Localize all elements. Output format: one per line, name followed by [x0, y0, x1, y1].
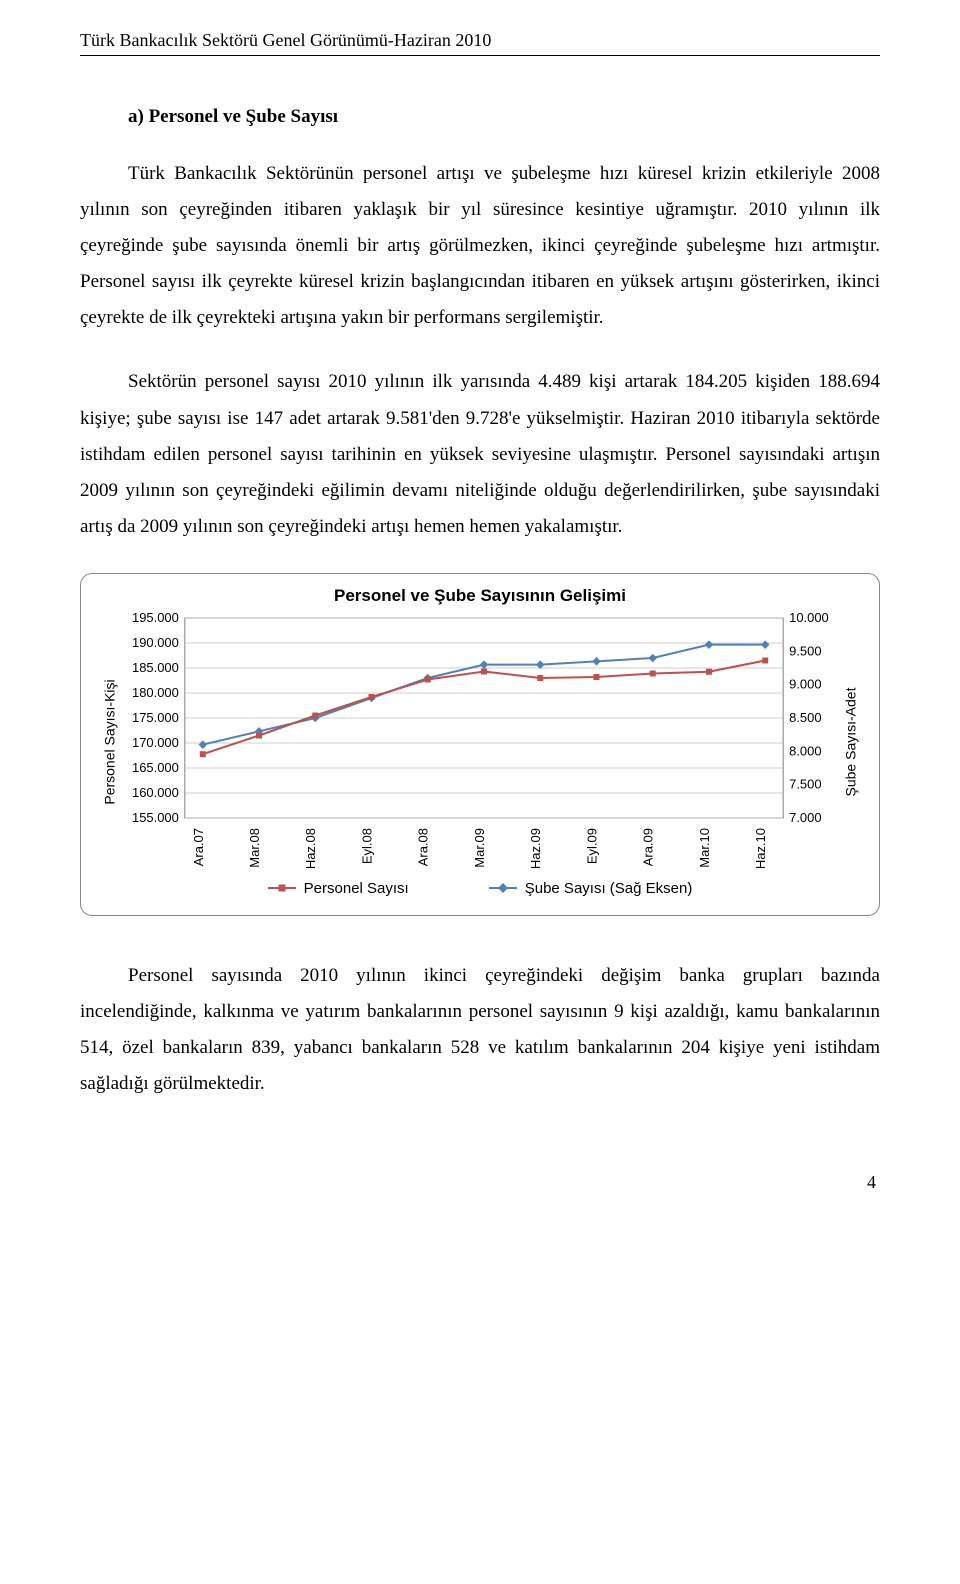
chart-plot: 195.000 190.000 185.000 180.000 175.000 170.0…	[121, 612, 839, 872]
svg-text:155.000: 155.000	[132, 810, 179, 825]
paragraph-2: Sektörün personel sayısı 2010 yılının il…	[80, 364, 880, 544]
svg-text:170.000: 170.000	[132, 735, 179, 750]
svg-text:Eyl.08: Eyl.08	[360, 828, 375, 864]
chart-legend: Personel Sayısı Şube Sayısı (Sağ Eksen)	[99, 880, 861, 897]
svg-text:165.000: 165.000	[132, 760, 179, 775]
svg-text:Ara.08: Ara.08	[416, 828, 431, 866]
legend-label-personnel: Personel Sayısı	[304, 880, 409, 897]
svg-text:195.000: 195.000	[132, 612, 179, 625]
y-axis-left-label: Personel Sayısı-Kişi	[99, 612, 121, 872]
legend-item-branches: Şube Sayısı (Sağ Eksen)	[489, 880, 693, 897]
svg-text:9.000: 9.000	[789, 677, 821, 692]
chart-title: Personel ve Şube Sayısının Gelişimi	[99, 586, 861, 606]
svg-text:190.000: 190.000	[132, 635, 179, 650]
svg-text:Haz.09: Haz.09	[528, 828, 543, 869]
svg-text:8.500: 8.500	[789, 710, 821, 725]
svg-text:180.000: 180.000	[132, 685, 179, 700]
svg-text:185.000: 185.000	[132, 660, 179, 675]
svg-text:Ara.09: Ara.09	[641, 828, 656, 866]
svg-text:9.500: 9.500	[789, 643, 821, 658]
svg-text:Mar.10: Mar.10	[697, 828, 712, 868]
svg-text:10.000: 10.000	[789, 612, 829, 625]
y-axis-right-label: Şube Sayısı-Adet	[839, 612, 861, 872]
paragraph-3: Personel sayısında 2010 yılının ikinci ç…	[80, 958, 880, 1102]
svg-text:160.000: 160.000	[132, 785, 179, 800]
svg-text:8.000: 8.000	[789, 743, 821, 758]
svg-text:Ara.07: Ara.07	[191, 828, 206, 866]
page-number: 4	[80, 1172, 880, 1193]
legend-label-branches: Şube Sayısı (Sağ Eksen)	[525, 880, 693, 897]
page-header: Türk Bankacılık Sektörü Genel Görünümü-H…	[80, 30, 880, 56]
paragraph-1: Türk Bankacılık Sektörünün personel artı…	[80, 156, 880, 336]
legend-item-personnel: Personel Sayısı	[268, 880, 409, 897]
svg-text:7.000: 7.000	[789, 810, 821, 825]
svg-text:Mar.08: Mar.08	[247, 828, 262, 868]
svg-text:7.500: 7.500	[789, 777, 821, 792]
section-title: a) Personel ve Şube Sayısı	[128, 106, 880, 128]
chart-container: Personel ve Şube Sayısının Gelişimi Pers…	[80, 573, 880, 916]
svg-text:Haz.10: Haz.10	[753, 828, 768, 869]
svg-text:Mar.09: Mar.09	[472, 828, 487, 868]
svg-text:Eyl.09: Eyl.09	[584, 828, 599, 864]
svg-text:175.000: 175.000	[132, 710, 179, 725]
svg-text:Haz.08: Haz.08	[303, 828, 318, 869]
